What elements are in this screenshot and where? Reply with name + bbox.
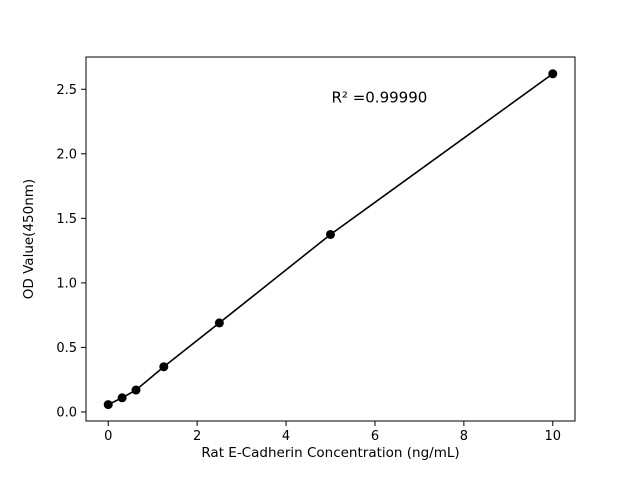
- data-point: [103, 400, 113, 410]
- y-tick-label: 0.5: [56, 341, 77, 356]
- y-tick-label: 1.5: [56, 212, 77, 227]
- x-tick-label: 10: [544, 429, 561, 444]
- y-tick-label: 1.0: [56, 276, 77, 291]
- data-point: [548, 69, 558, 79]
- y-axis-label: OD Value(450nm): [21, 179, 37, 299]
- data-point: [326, 229, 335, 239]
- data-point: [117, 393, 127, 403]
- x-tick-label: 2: [193, 429, 201, 444]
- fit-line: [107, 73, 554, 406]
- y-tick-label: 2.0: [56, 147, 77, 162]
- plot-border: [85, 56, 576, 422]
- y-tick-label: 0.0: [56, 405, 77, 420]
- x-axis-label: Rat E-Cadherin Concentration (ng/mL): [201, 445, 459, 461]
- x-tick-label: 6: [371, 429, 379, 444]
- y-tick-label: 2.5: [56, 83, 77, 98]
- data-point: [214, 318, 224, 328]
- data-point: [159, 362, 169, 372]
- r-squared-annotation: R² =0.99990: [331, 89, 427, 107]
- data-point: [131, 385, 141, 395]
- x-tick-label: 4: [282, 429, 290, 444]
- x-tick-label: 0: [104, 429, 112, 444]
- x-tick-label: 8: [460, 429, 468, 444]
